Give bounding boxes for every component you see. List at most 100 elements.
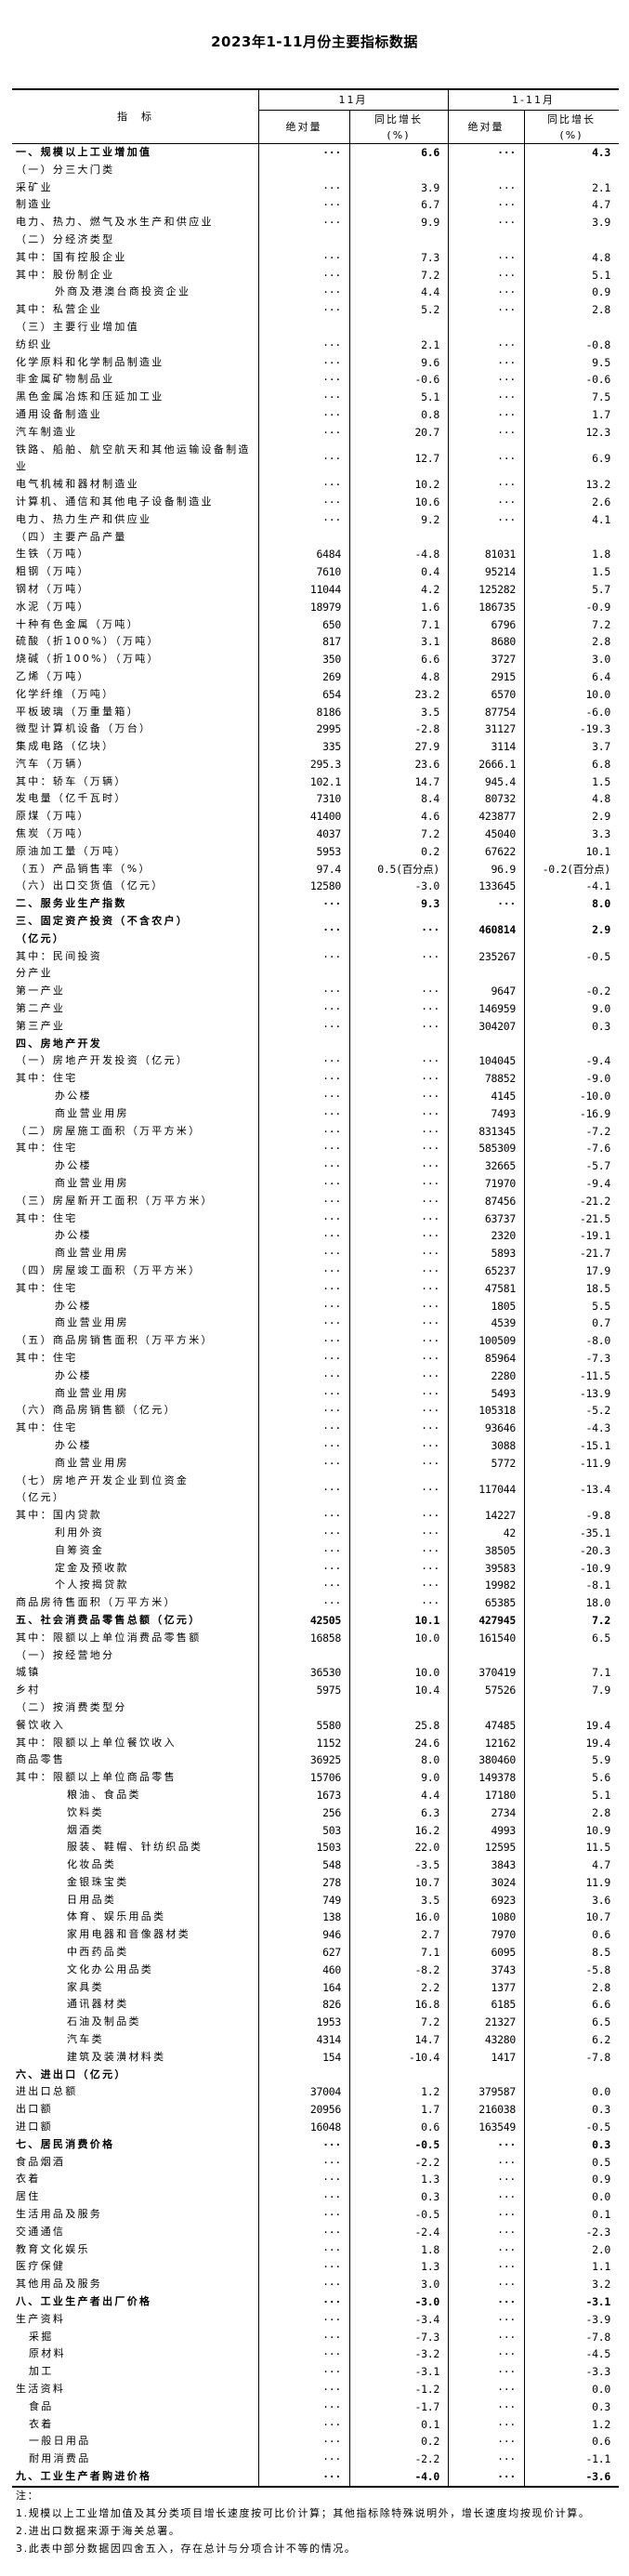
cumulative-yoy-growth: -2.3	[585, 2225, 611, 2239]
row-label: 其中：国有控股企业	[16, 250, 127, 263]
section-row: 八、工业生产者出厂价格 ··· -3.0 ··· -3.1	[12, 2293, 619, 2311]
month-yoy-growth: ···	[421, 1090, 439, 1103]
cumulative-absolute: ···	[497, 180, 516, 194]
cumulative-absolute: 38505	[484, 1543, 516, 1557]
table-row: 加工 ··· -3.1 ··· -3.3	[12, 2363, 619, 2381]
cumulative-yoy-growth: 2.8	[592, 1805, 610, 1819]
row-label: 通用设备制造业	[16, 407, 103, 420]
section-row: 九、工业生产者购进价格 ··· -4.0 ··· -3.6	[12, 2468, 619, 2486]
month-yoy-growth: 1.2	[421, 2085, 439, 2099]
month-yoy-growth: 1.7	[421, 2103, 439, 2117]
month-yoy-growth: 7.2	[421, 2015, 439, 2029]
table-row: 其中：国有控股企业 ··· 7.3 ··· 4.8	[12, 249, 619, 267]
cumulative-yoy-growth: -21.2	[579, 1194, 610, 1208]
cumulative-absolute: ···	[497, 250, 516, 264]
month-absolute: 1152	[316, 1736, 342, 1750]
row-label: 其中：私营企业	[16, 303, 103, 316]
row-label: 分产业	[16, 967, 53, 980]
cumulative-absolute: 370419	[478, 1666, 516, 1680]
cumulative-absolute: 427945	[478, 1613, 516, 1627]
month-yoy-growth: -2.2	[414, 2155, 440, 2169]
row-label: 商业营业用房	[55, 1106, 129, 1119]
month-absolute: ···	[322, 1438, 341, 1452]
month-absolute	[258, 231, 349, 249]
cumulative-yoy-growth: 4.1	[592, 512, 610, 526]
month-yoy-growth: ···	[421, 1142, 439, 1156]
cumulative-yoy-growth: -0.2	[585, 984, 611, 998]
table-row: （一）房地产开发投资（亿元） ··· ··· 104045 -9.4	[12, 1052, 619, 1070]
table-row: 办公楼 ··· ··· 3088 -15.1	[12, 1437, 619, 1455]
month-absolute: 6484	[316, 548, 342, 561]
row-label: 微型计算机设备（万台）	[16, 722, 152, 735]
table-row: 食品 ··· -1.7 ··· 0.3	[12, 2398, 619, 2416]
month-yoy-growth: 8.4	[421, 792, 439, 806]
row-label: 化妆品类	[67, 1858, 117, 1871]
table-row: 其中：民间投资 ··· ··· 235267 -0.5	[12, 948, 619, 966]
month-yoy-growth: 7.1	[421, 1946, 439, 1960]
month-absolute: ···	[322, 1482, 341, 1496]
cumulative-yoy-growth	[524, 162, 619, 179]
row-label: 发电量（亿千瓦时）	[16, 792, 127, 805]
month-absolute: ···	[322, 512, 341, 526]
table-row: 其中：限额以上单位餐饮收入 1152 24.6 12162 19.4	[12, 1735, 619, 1752]
month-absolute: 41400	[309, 810, 341, 824]
cumulative-absolute: 95214	[484, 565, 516, 579]
month-absolute: ···	[322, 1106, 341, 1120]
table-row: 办公楼 ··· ··· 1805 5.5	[12, 1298, 619, 1315]
cumulative-absolute: ···	[497, 216, 516, 230]
month-yoy-growth: -2.4	[414, 2225, 440, 2239]
cumulative-absolute: 423877	[478, 810, 516, 824]
month-yoy-growth: 10.2	[414, 478, 440, 492]
month-yoy-growth: 9.0	[421, 1771, 439, 1785]
table-row: （二）按消费类型分	[12, 1699, 619, 1717]
row-label: 粗钢（万吨）	[16, 565, 90, 578]
month-yoy-growth: 7.2	[421, 268, 439, 282]
month-yoy-growth: 8.0	[421, 1753, 439, 1767]
cumulative-yoy-growth: 0.1	[592, 2208, 610, 2222]
month-absolute: 256	[322, 1805, 341, 1819]
table-row: 其中：限额以上单位消费品零售额 16858 10.0 161540 6.5	[12, 1630, 619, 1647]
row-label: 交通通信	[16, 2225, 66, 2238]
table-row: 进出口总额 37004 1.2 379587 0.0	[12, 2083, 619, 2101]
cumulative-yoy-growth: 1.1	[592, 2260, 610, 2274]
cumulative-absolute: 96.9	[491, 862, 517, 876]
cumulative-yoy-growth: 3.6	[592, 1893, 610, 1907]
month-absolute	[258, 1699, 349, 1717]
row-label: 电力、热力、燃气及水生产和供应业	[16, 216, 214, 229]
cumulative-absolute: 4539	[491, 1316, 517, 1330]
cumulative-yoy-growth: 11.5	[585, 1841, 611, 1855]
month-yoy-growth: ···	[421, 1019, 439, 1033]
month-absolute: ···	[322, 1596, 341, 1610]
cumulative-yoy-growth: -4.3	[585, 1421, 611, 1435]
month-absolute: ···	[322, 495, 341, 509]
month-absolute: ···	[322, 478, 341, 492]
month-yoy-growth: ···	[421, 1159, 439, 1173]
month-yoy-growth	[349, 1036, 448, 1053]
cumulative-absolute	[448, 2067, 524, 2084]
cumulative-yoy-growth: -9.4	[585, 1054, 611, 1068]
cumulative-yoy-growth: 0.9	[592, 285, 610, 299]
month-yoy-growth: 6.3	[421, 1805, 439, 1819]
cumulative-absolute: 2280	[491, 1368, 517, 1382]
month-yoy-growth: 0.6	[421, 2120, 439, 2134]
row-label: 服装、鞋帽、针纺织品类	[67, 1841, 203, 1854]
cumulative-yoy-growth: -1.1	[585, 2452, 611, 2466]
cumulative-yoy-growth: 5.7	[592, 582, 610, 596]
cumulative-yoy-growth: 6.5	[592, 2015, 610, 2029]
month-absolute: ···	[322, 2312, 341, 2326]
month-absolute: 654	[322, 687, 341, 701]
month-yoy-growth: 4.8	[421, 669, 439, 683]
month-yoy-growth: 1.3	[421, 2260, 439, 2274]
month-yoy-growth: 16.8	[414, 1998, 440, 2012]
month-absolute: ···	[322, 1421, 341, 1435]
row-label: 六、进出口（亿元）	[16, 2067, 127, 2081]
month-yoy-growth: -3.1	[414, 2365, 440, 2379]
table-row: 其中：国内贷款 ··· ··· 14227 -9.8	[12, 1507, 619, 1525]
cumulative-yoy-growth: 12.3	[585, 425, 611, 439]
row-label: 乙烯（万吨）	[16, 669, 90, 682]
month-absolute: ···	[322, 216, 341, 230]
month-absolute: 154	[322, 2050, 341, 2064]
cumulative-absolute: 163549	[478, 2120, 516, 2134]
row-label: 电气机械和器材制造业	[16, 478, 139, 491]
cumulative-absolute: ···	[497, 425, 516, 439]
